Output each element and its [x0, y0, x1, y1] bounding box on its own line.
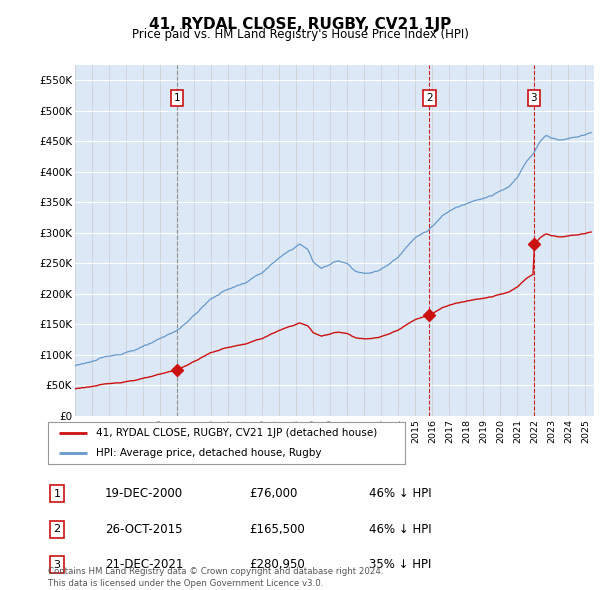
- Text: 46% ↓ HPI: 46% ↓ HPI: [369, 487, 431, 500]
- Text: HPI: Average price, detached house, Rugby: HPI: Average price, detached house, Rugb…: [96, 448, 322, 458]
- Text: £76,000: £76,000: [249, 487, 298, 500]
- Text: Contains HM Land Registry data © Crown copyright and database right 2024.
This d: Contains HM Land Registry data © Crown c…: [48, 568, 383, 588]
- Text: 3: 3: [530, 93, 537, 103]
- Text: 35% ↓ HPI: 35% ↓ HPI: [369, 558, 431, 571]
- Text: Price paid vs. HM Land Registry's House Price Index (HPI): Price paid vs. HM Land Registry's House …: [131, 28, 469, 41]
- Text: 19-DEC-2000: 19-DEC-2000: [105, 487, 183, 500]
- Text: £165,500: £165,500: [249, 523, 305, 536]
- Text: 41, RYDAL CLOSE, RUGBY, CV21 1JP: 41, RYDAL CLOSE, RUGBY, CV21 1JP: [149, 17, 451, 31]
- Text: 2: 2: [426, 93, 433, 103]
- Text: 1: 1: [174, 93, 181, 103]
- Text: 26-OCT-2015: 26-OCT-2015: [105, 523, 182, 536]
- Text: 2: 2: [53, 525, 61, 534]
- Text: 41, RYDAL CLOSE, RUGBY, CV21 1JP (detached house): 41, RYDAL CLOSE, RUGBY, CV21 1JP (detach…: [96, 428, 377, 438]
- Text: 1: 1: [53, 489, 61, 499]
- Text: £280,950: £280,950: [249, 558, 305, 571]
- Text: 21-DEC-2021: 21-DEC-2021: [105, 558, 184, 571]
- Text: 3: 3: [53, 560, 61, 569]
- Text: 46% ↓ HPI: 46% ↓ HPI: [369, 523, 431, 536]
